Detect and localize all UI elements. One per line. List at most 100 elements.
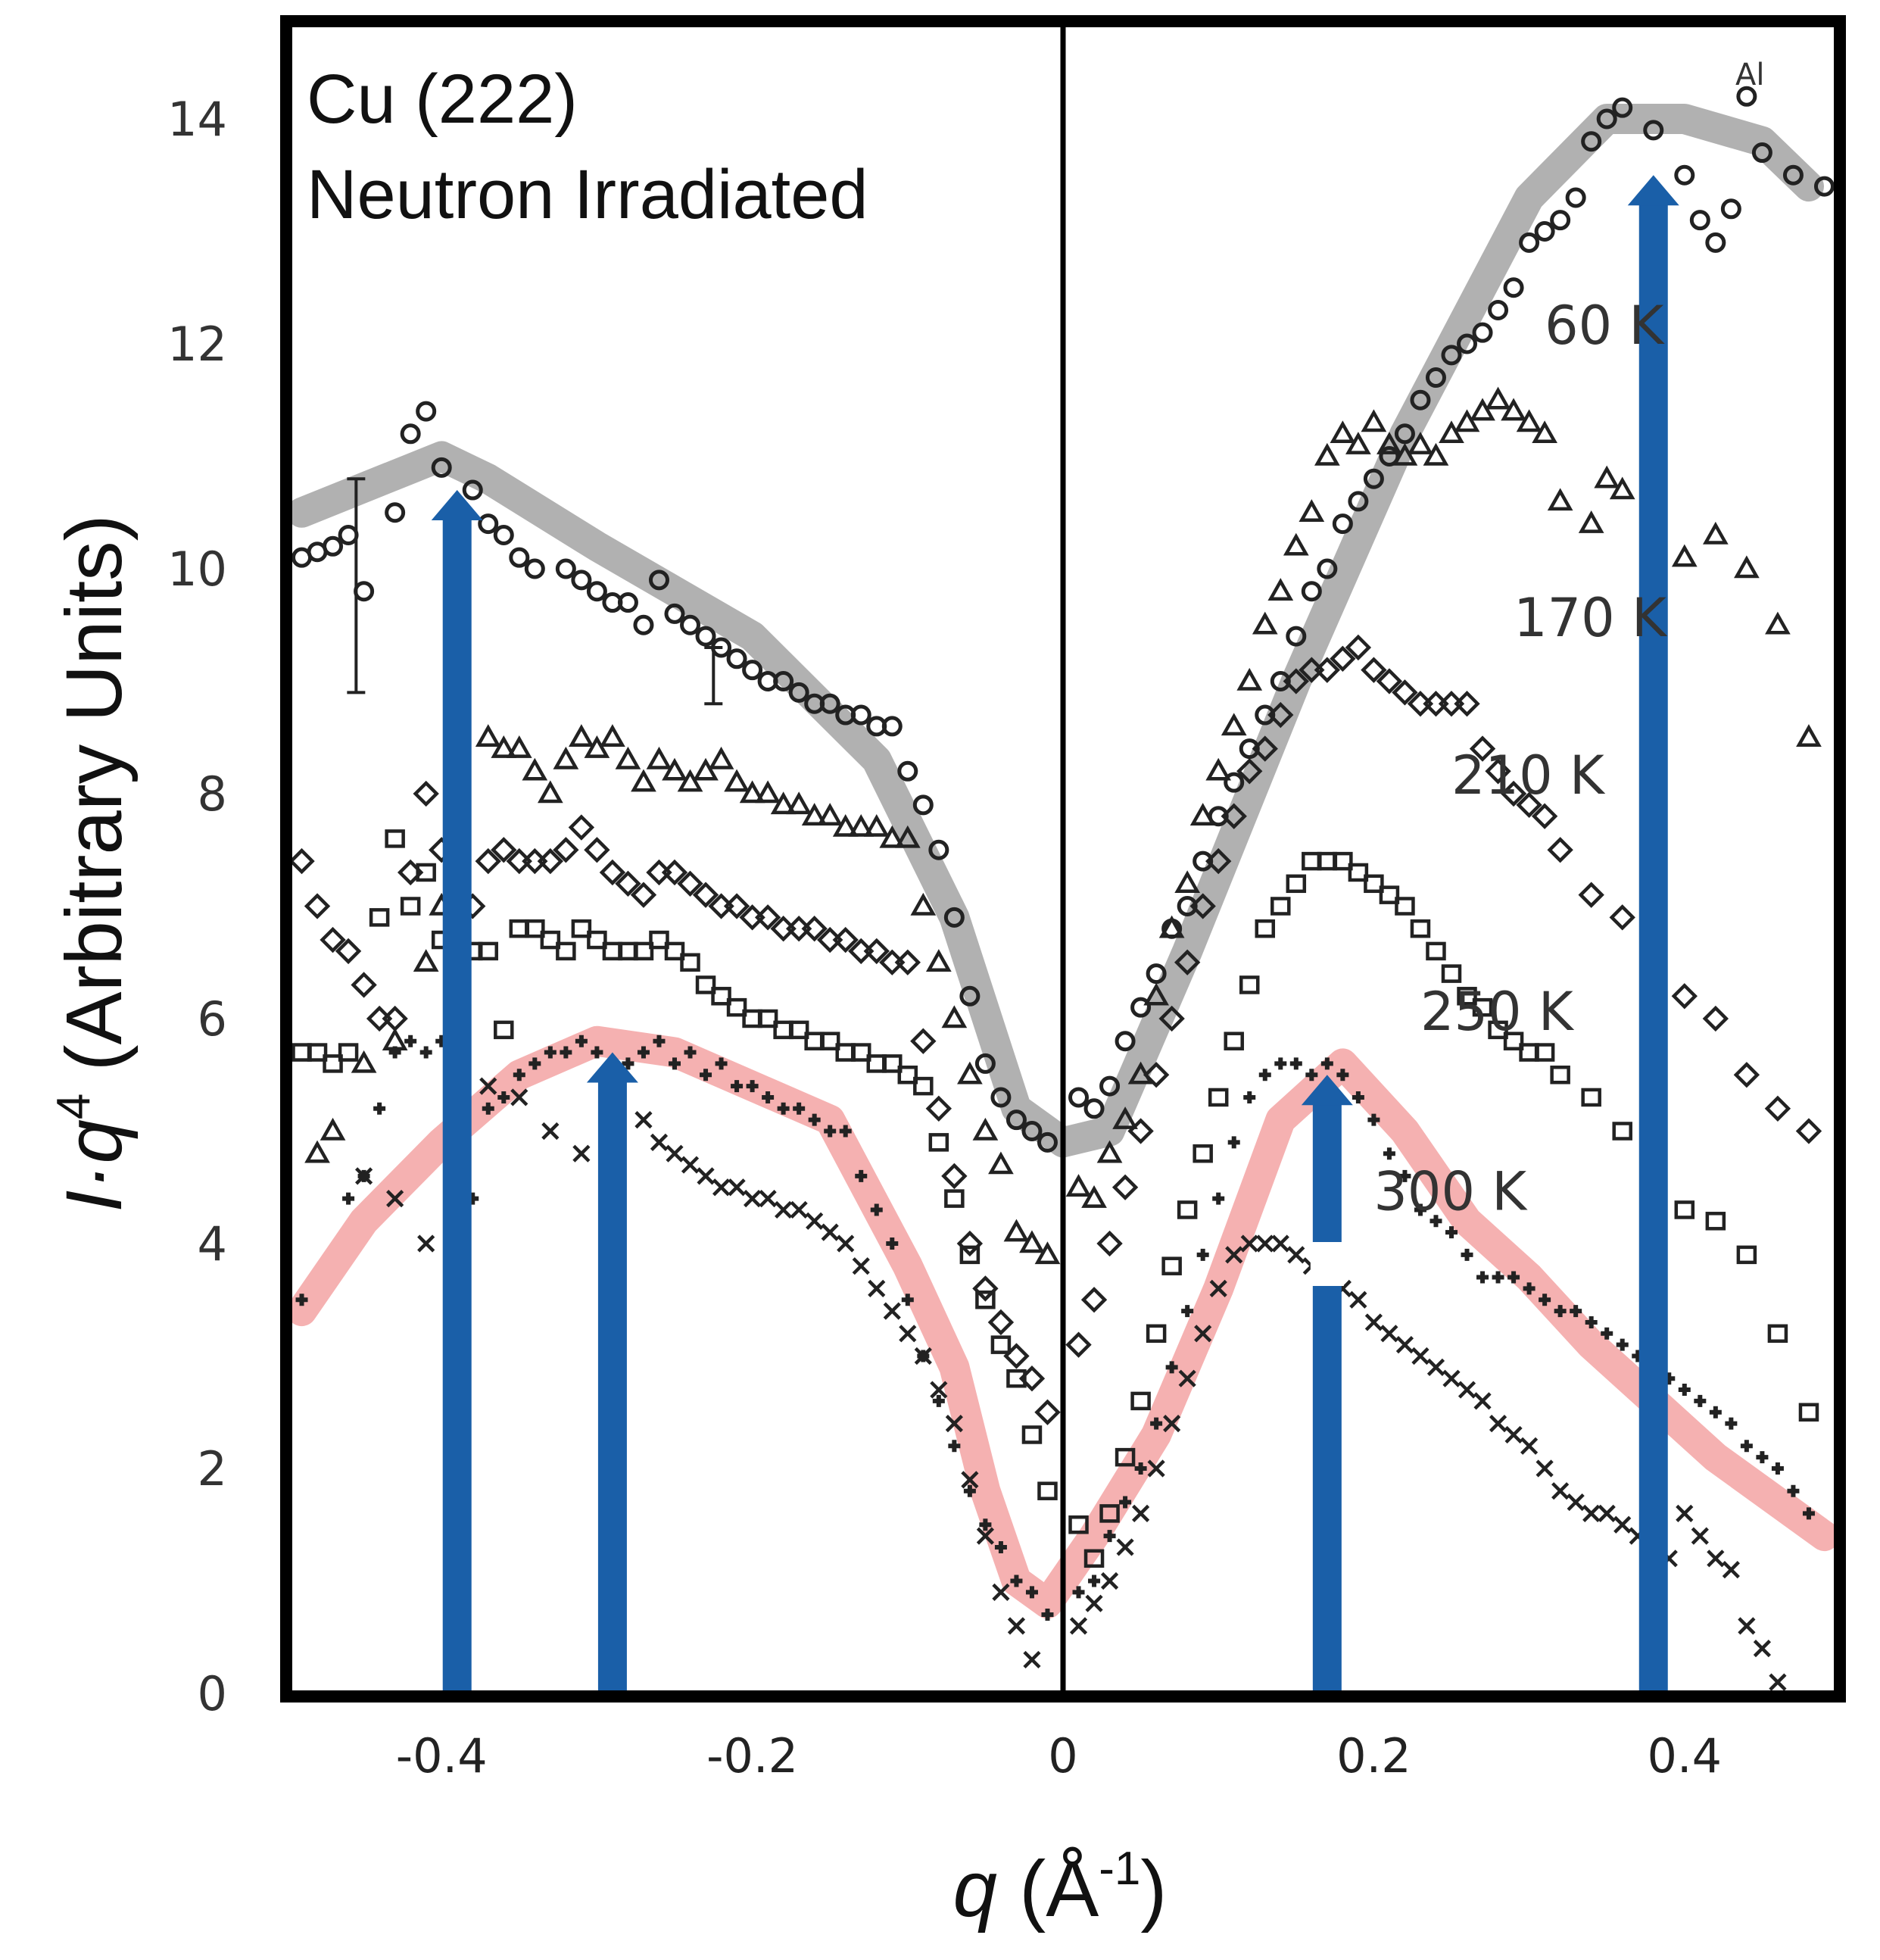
data-point	[1146, 1324, 1167, 1344]
data-point	[1239, 975, 1260, 994]
data-point	[963, 1484, 976, 1497]
data-point	[494, 1020, 514, 1040]
data-point	[320, 926, 346, 953]
data-point	[1258, 1069, 1271, 1081]
data-point	[1333, 851, 1353, 871]
data-point	[1676, 1504, 1694, 1522]
data-point	[754, 904, 781, 931]
data-point	[553, 837, 579, 863]
chart-subtitle: Neutron Irradiated	[307, 156, 868, 233]
data-point	[528, 1057, 541, 1070]
data-point	[1301, 581, 1322, 602]
data-point	[648, 570, 669, 591]
data-point	[757, 1009, 778, 1028]
data-point	[1551, 1482, 1570, 1500]
data-point	[1554, 1305, 1567, 1318]
data-point	[1267, 701, 1294, 729]
data-point	[1612, 97, 1633, 118]
data-point	[1227, 1136, 1240, 1149]
data-point	[1570, 1305, 1582, 1318]
data-point	[914, 1347, 932, 1365]
data-point	[726, 648, 747, 669]
data-point	[832, 926, 859, 953]
data-point	[695, 626, 716, 647]
data-point	[1034, 1399, 1061, 1425]
data-point	[1239, 738, 1260, 760]
x-tick-label: 0.2	[1336, 1728, 1411, 1784]
data-point	[1189, 893, 1216, 919]
data-point	[622, 1057, 634, 1070]
data-point	[1189, 803, 1216, 826]
data-point	[1705, 1212, 1726, 1231]
data-point	[894, 949, 921, 975]
data-point	[1349, 1291, 1367, 1309]
data-point	[1725, 1417, 1738, 1430]
data-point	[653, 1035, 666, 1047]
data-point	[351, 1050, 377, 1073]
data-point	[1678, 1384, 1691, 1397]
error-bar-1	[704, 645, 723, 706]
data-point	[1707, 1550, 1725, 1568]
data-point	[1550, 1066, 1570, 1085]
data-point	[1193, 850, 1214, 872]
data-point	[1601, 1327, 1613, 1340]
data-point	[1395, 897, 1415, 916]
data-point	[417, 1234, 435, 1253]
data-point	[868, 1279, 886, 1297]
data-point	[1065, 1174, 1092, 1197]
data-point	[913, 1076, 934, 1096]
data-point	[388, 1046, 401, 1059]
data-point	[1072, 1586, 1085, 1599]
data-point	[1193, 1144, 1213, 1163]
data-point	[666, 1144, 684, 1163]
data-point	[990, 1087, 1012, 1108]
data-point	[994, 1540, 1007, 1553]
data-point	[1271, 1234, 1289, 1253]
data-point	[1364, 874, 1384, 894]
data-point	[1255, 919, 1276, 938]
data-point	[1361, 657, 1387, 683]
data-point	[912, 794, 934, 816]
data-point	[1379, 885, 1400, 904]
data-point	[677, 769, 703, 792]
y-tick-label: 8	[198, 766, 227, 822]
data-point	[1503, 277, 1524, 298]
data-point	[850, 1043, 871, 1062]
data-point	[478, 513, 499, 535]
y-tick-label: 14	[167, 92, 227, 147]
data-point	[1796, 724, 1822, 747]
data-point	[1485, 758, 1511, 785]
data-point	[419, 1046, 432, 1059]
data-point	[385, 829, 405, 848]
data-point	[1612, 1122, 1632, 1141]
data-point	[941, 1163, 968, 1190]
data-point	[1798, 1403, 1819, 1422]
data-point	[1006, 1369, 1027, 1388]
data-point	[925, 949, 952, 972]
x-tick-label: 0.4	[1647, 1728, 1722, 1784]
data-point	[1208, 1088, 1229, 1107]
data-point	[979, 1518, 992, 1531]
data-point	[586, 581, 607, 602]
data-point	[1103, 1530, 1116, 1543]
data-point	[746, 1080, 759, 1093]
data-point	[1585, 1316, 1598, 1328]
data-point	[404, 1035, 417, 1047]
data-point	[1112, 1106, 1138, 1129]
data-point	[1392, 442, 1418, 466]
guide-curve-0	[286, 104, 1824, 1158]
data-point	[1567, 1493, 1585, 1512]
data-point	[1503, 1031, 1524, 1050]
data-point	[775, 1200, 793, 1219]
data-point	[1504, 1425, 1523, 1444]
data-point	[932, 1394, 945, 1407]
data-point	[525, 919, 545, 938]
data-point	[600, 724, 625, 747]
data-point	[1702, 1005, 1729, 1032]
data-point	[693, 757, 719, 781]
data-point	[646, 746, 672, 769]
data-point	[478, 941, 499, 961]
data-point	[992, 1583, 1010, 1601]
y-tick-label: 4	[198, 1216, 227, 1272]
data-point	[615, 870, 641, 897]
